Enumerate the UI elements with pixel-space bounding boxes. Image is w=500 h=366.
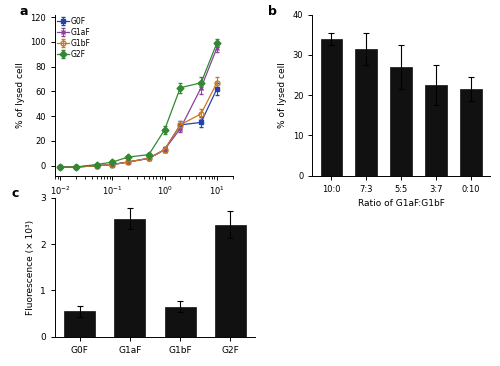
Bar	[164, 307, 196, 337]
Text: a: a	[20, 5, 28, 18]
Bar	[215, 224, 246, 337]
Bar	[320, 39, 342, 176]
Y-axis label: Fluorescence (× 10³): Fluorescence (× 10³)	[26, 220, 35, 315]
Bar	[460, 89, 482, 176]
Bar	[356, 49, 377, 176]
Text: c: c	[11, 187, 18, 199]
X-axis label: mAb concentration (µg/mL): mAb concentration (µg/mL)	[82, 203, 206, 212]
Bar	[426, 85, 447, 176]
Bar	[114, 219, 146, 337]
Text: b: b	[268, 5, 277, 18]
Legend: G0F, G1aF, G1bF, G2F: G0F, G1aF, G1bF, G2F	[56, 16, 92, 59]
Bar	[390, 67, 412, 176]
Bar	[64, 311, 95, 337]
X-axis label: Ratio of G1aF:G1bF: Ratio of G1aF:G1bF	[358, 199, 444, 208]
Y-axis label: % of lysed cell: % of lysed cell	[278, 62, 287, 128]
Y-axis label: % of lysed cell: % of lysed cell	[16, 62, 24, 128]
